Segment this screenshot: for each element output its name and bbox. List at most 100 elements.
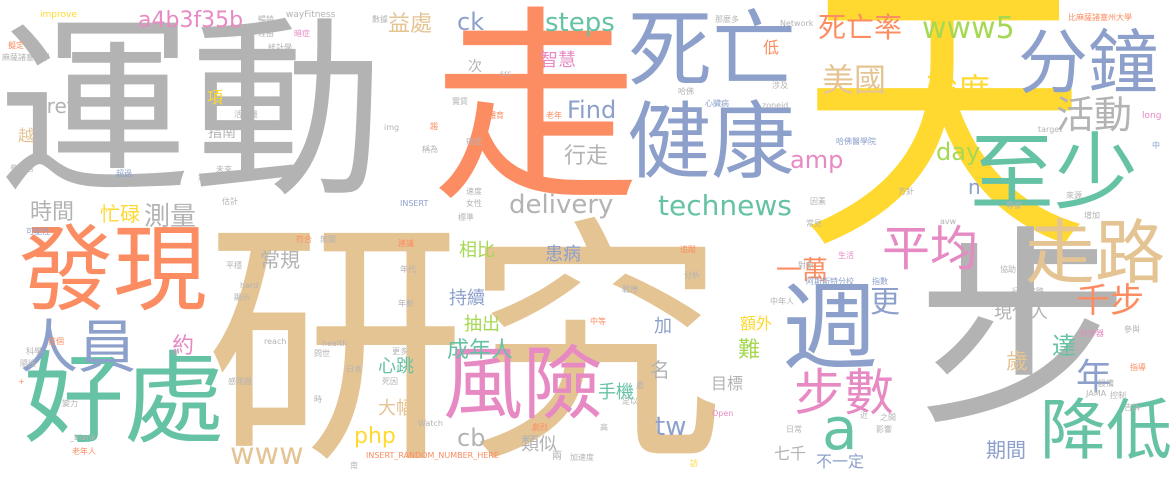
word: 處: [636, 382, 644, 390]
word: 達: [1052, 334, 1076, 358]
word: 次: [468, 60, 482, 74]
word: 不一定: [816, 454, 864, 470]
word: Watch: [418, 420, 443, 428]
word: 可能性: [26, 228, 50, 236]
word: 中: [1152, 142, 1160, 150]
word: 感測器: [228, 378, 252, 386]
word: 活動量: [234, 111, 258, 119]
word: 分析: [684, 272, 700, 280]
word: 加速度: [570, 454, 594, 462]
word: 速度: [466, 188, 482, 196]
word: 估計: [222, 198, 238, 206]
word: 日本: [346, 366, 362, 374]
word: 參與: [1124, 326, 1140, 334]
word: Network: [780, 20, 813, 28]
word: 強度: [926, 74, 990, 106]
word: 足以: [622, 398, 638, 406]
word: 七千: [774, 446, 806, 462]
word: 阿斯斯特分校: [806, 278, 854, 286]
word: 年代: [400, 266, 416, 274]
word: 中等: [590, 318, 606, 326]
word: delivery: [509, 192, 613, 218]
word: 麻薩諸塞大學: [2, 54, 50, 62]
word: improve: [40, 11, 77, 20]
word: 測量: [144, 204, 196, 230]
word: 實質: [452, 98, 468, 106]
word: href: [34, 96, 74, 116]
word: 週: [782, 280, 878, 376]
word: 死因: [382, 378, 398, 386]
word: 暢銷: [258, 16, 274, 24]
word: 兩: [552, 452, 562, 462]
word: 患病: [545, 246, 581, 264]
word: _blank: [70, 434, 96, 442]
word: 年齡: [398, 300, 414, 308]
word: Open: [712, 410, 733, 418]
word: 影響: [876, 426, 892, 434]
word: 心臟病: [705, 100, 729, 108]
word: 哈佛: [678, 88, 694, 96]
word: a4b3f35b: [138, 10, 243, 32]
word: 日常: [786, 426, 802, 434]
word: 加速: [198, 174, 214, 182]
word: 理由: [258, 30, 274, 38]
word: 歲: [1006, 352, 1028, 374]
word: 計步器: [1080, 330, 1104, 338]
word: src: [500, 70, 512, 78]
word: 專家: [1006, 202, 1022, 210]
word: target: [1038, 126, 1062, 134]
word: 增加: [1084, 212, 1100, 220]
word: 成年人: [447, 340, 513, 362]
word: 體育: [488, 112, 504, 120]
word: 活動: [1056, 96, 1132, 134]
word: 癌症: [466, 138, 482, 146]
word: hard: [240, 282, 258, 290]
word: 追蹤: [680, 246, 696, 254]
word: php: [354, 426, 396, 448]
word: 符合: [296, 236, 312, 244]
word: day: [936, 140, 980, 164]
word: 平穩: [226, 262, 242, 270]
word: 常見: [806, 220, 822, 228]
word: Study: [1026, 12, 1052, 21]
word: 生活: [838, 252, 854, 260]
word: 時間: [30, 202, 74, 224]
word: 暗症: [294, 30, 310, 38]
word: reach: [264, 338, 286, 346]
word: amp: [790, 148, 843, 172]
word: 指南: [208, 126, 236, 140]
word: 忙碌: [100, 204, 140, 224]
word: 高: [600, 424, 608, 432]
word: JAMA: [1086, 390, 1106, 398]
word: 女性: [466, 200, 482, 208]
word: INSERT: [400, 200, 428, 208]
word: 低: [763, 40, 779, 56]
word: 未來: [216, 166, 232, 174]
word: 死亡率: [818, 14, 902, 42]
word: 約: [172, 336, 194, 358]
word: 大幅: [378, 400, 414, 418]
word: avw: [940, 218, 956, 226]
word: 建議: [398, 240, 414, 248]
word: 那麼多: [715, 16, 739, 24]
word: 擬定: [8, 42, 24, 50]
word: wayFitness: [286, 11, 335, 20]
word: 數據: [372, 16, 388, 24]
word: 近: [860, 412, 868, 420]
word: 目標: [711, 376, 743, 392]
word: 來源: [1066, 192, 1082, 200]
word: 劇烈: [532, 424, 548, 432]
word: 降低: [1040, 398, 1172, 464]
word: 比麻薩諸塞州大學: [1068, 14, 1132, 22]
word: 指導: [1130, 364, 1146, 372]
word: www: [230, 440, 304, 470]
word: 常規: [260, 250, 300, 270]
word: 告訴: [1124, 404, 1140, 412]
word: 難: [738, 340, 760, 362]
word: 哈佛醫學院: [836, 138, 876, 146]
word: 平均: [882, 225, 978, 273]
word: 心跳: [378, 358, 414, 376]
word: 方針: [898, 188, 914, 196]
word: img: [384, 124, 399, 132]
